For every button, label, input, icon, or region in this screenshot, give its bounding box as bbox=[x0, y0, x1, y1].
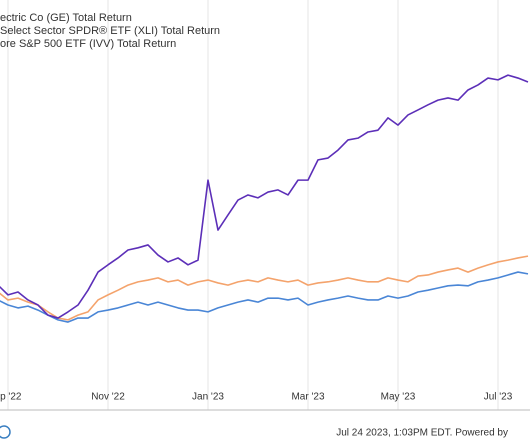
series-line bbox=[0, 271, 529, 323]
x-tick-label: Jul '23 bbox=[484, 392, 513, 403]
x-tick-label: Jan '23 bbox=[192, 392, 224, 403]
x-tick-label: May '23 bbox=[381, 392, 416, 403]
series-line bbox=[0, 255, 529, 321]
logo bbox=[0, 425, 11, 439]
legend-label: ore S&P 500 ETF (IVV) Total Return bbox=[0, 38, 176, 50]
x-tick-label: Nov '22 bbox=[91, 392, 125, 403]
series-line bbox=[0, 74, 529, 319]
x-tick-label: ep '22 bbox=[0, 392, 22, 403]
x-tick-label: Mar '23 bbox=[291, 392, 324, 403]
footer: Jul 24 2023, 1:03PM EDT. Powered by bbox=[336, 428, 508, 439]
legend-label: ectric Co (GE) Total Return bbox=[0, 12, 132, 24]
legend-label: Select Sector SPDR® ETF (XLI) Total Retu… bbox=[0, 25, 220, 37]
